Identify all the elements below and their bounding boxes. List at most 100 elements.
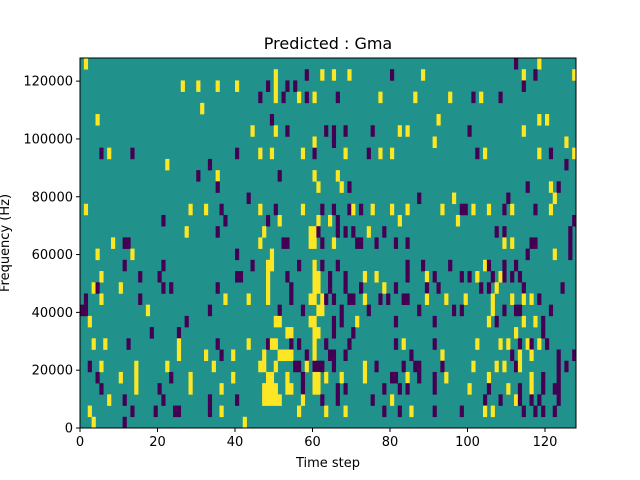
heatmap-cell	[219, 203, 224, 216]
heatmap-cell	[219, 349, 224, 362]
heatmap-cell	[502, 360, 507, 373]
heatmap-cell	[351, 226, 356, 238]
heatmap-cell	[80, 304, 85, 317]
heatmap-cell	[521, 69, 526, 81]
heatmap-cell	[95, 248, 100, 261]
heatmap-cell	[91, 416, 96, 429]
heatmap-cell	[459, 203, 464, 216]
heatmap-cell	[83, 58, 89, 70]
heatmap-cell	[269, 147, 275, 160]
heatmap-cell	[316, 271, 321, 283]
heatmap-cell	[533, 69, 538, 81]
heatmap-cell	[312, 282, 317, 294]
y-tick-label: 100000	[23, 132, 73, 147]
heatmap-cell	[564, 158, 569, 171]
heatmap-cell	[347, 69, 352, 81]
heatmap-cell	[266, 338, 271, 350]
heatmap-cell	[285, 237, 290, 249]
x-tick-label: 40	[227, 435, 244, 450]
heatmap-cell	[405, 383, 410, 395]
heatmap-cell	[537, 293, 542, 305]
heatmap-cell	[316, 214, 321, 227]
heatmap-cell	[273, 203, 278, 216]
heatmap-cell	[517, 360, 523, 373]
heatmap-cell	[312, 91, 317, 104]
heatmap-cell	[436, 282, 441, 294]
heatmap-cell	[180, 80, 185, 92]
heatmap-cell	[362, 293, 368, 305]
heatmap-cell	[525, 181, 530, 193]
heatmap-cell	[502, 304, 507, 317]
heatmap-cell	[541, 405, 546, 418]
heatmap-cell	[289, 282, 294, 294]
heatmap-cell	[215, 338, 220, 350]
heatmap-cell	[161, 394, 166, 406]
heatmap-cell	[548, 304, 554, 317]
heatmap-cell	[207, 304, 213, 317]
heatmap-cell	[157, 383, 162, 395]
heatmap-cell	[556, 383, 561, 395]
heatmap-cell	[483, 259, 488, 272]
heatmap-cell	[405, 371, 410, 384]
heatmap-cell	[506, 338, 511, 350]
heatmap-cell	[335, 259, 340, 272]
heatmap-cell	[316, 383, 321, 395]
heatmap-cell	[231, 349, 236, 362]
heatmap-cell	[351, 203, 356, 216]
heatmap-cell	[374, 237, 379, 249]
heatmap-cell	[359, 203, 364, 216]
heatmap-cell	[304, 91, 309, 104]
heatmap-cell	[432, 271, 437, 283]
heatmap-cell	[517, 304, 523, 317]
heatmap-cell	[246, 192, 251, 205]
heatmap-cell	[556, 360, 561, 373]
heatmap-cell	[169, 371, 174, 384]
heatmap-cell	[304, 360, 309, 373]
heatmap-cell	[262, 383, 267, 395]
heatmap-cell	[312, 383, 317, 395]
heatmap-cell	[498, 91, 503, 104]
heatmap-cell	[277, 349, 282, 362]
heatmap-cell	[87, 360, 92, 373]
y-axis: 0 20000 40000 60000 80000 100000 120000	[23, 75, 80, 437]
heatmap-cell	[130, 147, 135, 160]
heatmap-cell	[312, 327, 317, 339]
heatmap-cell	[138, 271, 143, 283]
heatmap-cell	[351, 327, 356, 339]
heatmap-cell	[355, 237, 360, 249]
heatmap-cell	[130, 248, 135, 261]
heatmap-cell	[533, 237, 538, 249]
heatmap-cell	[382, 226, 387, 238]
heatmap-cell	[397, 383, 402, 395]
heatmap-cell	[405, 125, 410, 137]
heatmap-cell	[548, 181, 554, 193]
heatmap-cell	[149, 327, 154, 339]
heatmap-cell	[343, 125, 348, 137]
heatmap-cell	[514, 304, 519, 317]
heatmap-cell	[533, 203, 538, 216]
heatmap-cell	[486, 315, 492, 328]
heatmap-cell	[285, 327, 290, 339]
heatmap-cell	[529, 349, 534, 362]
heatmap-cell	[541, 383, 546, 395]
heatmap-cell	[176, 405, 182, 418]
heatmap-cell	[452, 304, 457, 317]
heatmap-cell	[99, 271, 104, 283]
heatmap-cell	[320, 237, 325, 249]
heatmap-cell	[498, 394, 503, 406]
heatmap-cell	[409, 349, 414, 362]
heatmap-cell	[126, 237, 131, 249]
heatmap-cell	[490, 304, 495, 317]
heatmap-cell	[390, 203, 395, 216]
heatmap-cell	[335, 394, 340, 406]
heatmap-cell	[490, 293, 495, 305]
heatmap-cell	[421, 69, 426, 81]
heatmap-cell	[176, 338, 182, 350]
heatmap-cell	[300, 304, 306, 317]
heatmap-cell	[440, 360, 445, 373]
heatmap-cell	[347, 181, 352, 193]
heatmap-cell	[122, 416, 127, 429]
heatmap-cell	[111, 237, 116, 249]
heatmap-cell	[285, 271, 290, 283]
y-tick-label: 80000	[32, 190, 73, 205]
